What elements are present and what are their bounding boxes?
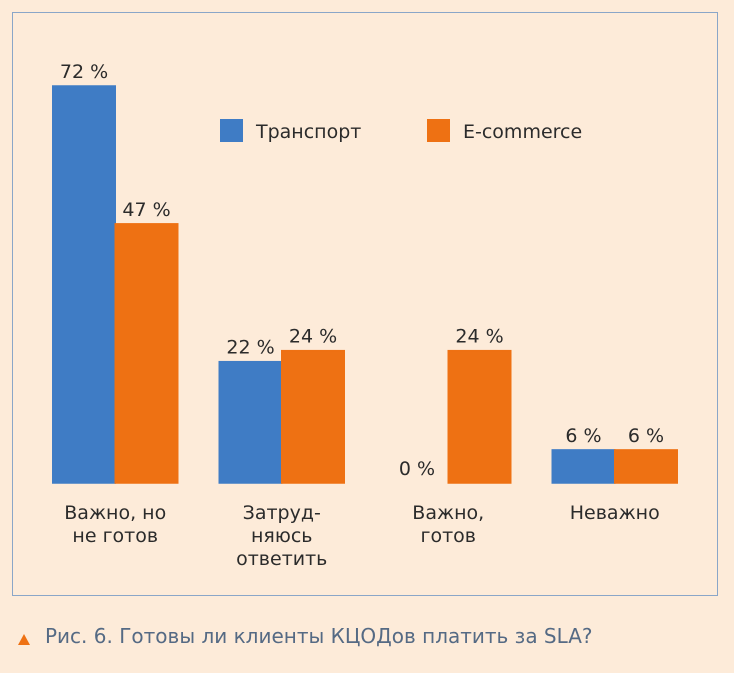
bar <box>281 349 345 484</box>
x-tick-label-line: Неважно <box>570 502 660 524</box>
x-tick-label-line: ответить <box>236 548 327 570</box>
legend-swatch <box>220 119 243 142</box>
bar <box>218 360 283 484</box>
caption-icon <box>18 634 30 645</box>
x-tick-label-line: готов <box>421 525 477 547</box>
x-tick-label-line: Важно, но <box>64 502 166 524</box>
bar <box>447 349 512 484</box>
legend-swatch <box>427 119 450 142</box>
value-label: 22 % <box>226 337 274 359</box>
bar <box>114 223 179 484</box>
x-tick-label-line: Затруд- <box>243 502 321 524</box>
value-label: 6 % <box>565 425 601 447</box>
value-label: 47 % <box>122 199 170 221</box>
x-tick-label: Затруд-няюсь ответить <box>236 502 327 570</box>
value-label: 24 % <box>289 326 337 348</box>
x-tick-label: Важно, готов <box>412 502 484 547</box>
legend-label: Транспорт <box>255 121 361 143</box>
x-tick-label-line: не готов <box>72 525 158 547</box>
x-tick-label: Неважно <box>570 502 660 524</box>
legend-label: E-commerce <box>463 121 582 143</box>
bar <box>52 85 116 484</box>
x-tick-label: Важно, но не готов <box>64 502 166 547</box>
x-tick-label-line: Важно, <box>412 502 484 524</box>
value-label: 72 % <box>60 61 108 83</box>
value-label: 0 % <box>399 458 435 480</box>
bar <box>614 449 678 484</box>
value-label: 6 % <box>628 425 664 447</box>
x-tick-label-line: няюсь <box>251 525 313 547</box>
caption: Рис. 6. Готовы ли клиенты КЦОДов платить… <box>45 624 593 648</box>
bar <box>551 449 616 484</box>
value-label: 24 % <box>455 326 503 348</box>
